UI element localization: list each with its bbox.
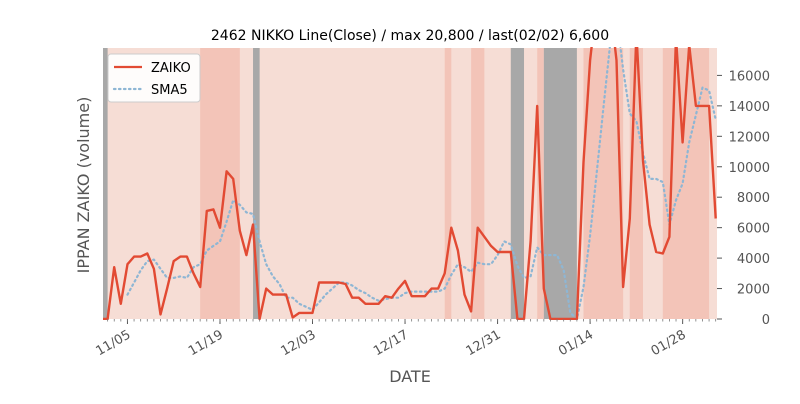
y-tick-label: 6000 <box>737 222 770 237</box>
series-line-sma5 <box>126 47 717 320</box>
legend: ZAIKO SMA5 <box>107 53 201 103</box>
background-band <box>444 48 452 319</box>
background-band <box>253 48 260 319</box>
background-band <box>471 48 485 319</box>
y-tick-label: 14000 <box>729 100 770 115</box>
y-axis-ticks: 0 2000 4000 6000 8000 10000 12000 14000 16000 <box>717 69 770 328</box>
background-band <box>510 48 525 319</box>
legend-label-sma5: SMA5 <box>151 83 188 98</box>
x-axis-label: DATE <box>389 367 431 386</box>
y-tick-label: 16000 <box>729 69 770 84</box>
y-axis-label: IPPAN ZAIKO (volume) <box>74 97 93 274</box>
y-tick-label: 10000 <box>729 161 770 176</box>
background-band <box>543 48 577 319</box>
series-layer <box>103 47 717 320</box>
y-tick-label: 4000 <box>737 252 770 267</box>
series-line-zaiko <box>103 47 717 320</box>
plot-area <box>103 47 717 320</box>
y-tick-label: 0 <box>762 313 770 328</box>
chart-title: 2462 NIKKO Line(Close) / max 20,800 / la… <box>211 28 609 44</box>
legend-label-zaiko: ZAIKO <box>151 61 191 76</box>
y-tick-label: 8000 <box>737 191 770 206</box>
background-band <box>103 48 108 319</box>
y-tick-label: 2000 <box>737 283 770 298</box>
y-tick-label: 12000 <box>729 130 770 145</box>
